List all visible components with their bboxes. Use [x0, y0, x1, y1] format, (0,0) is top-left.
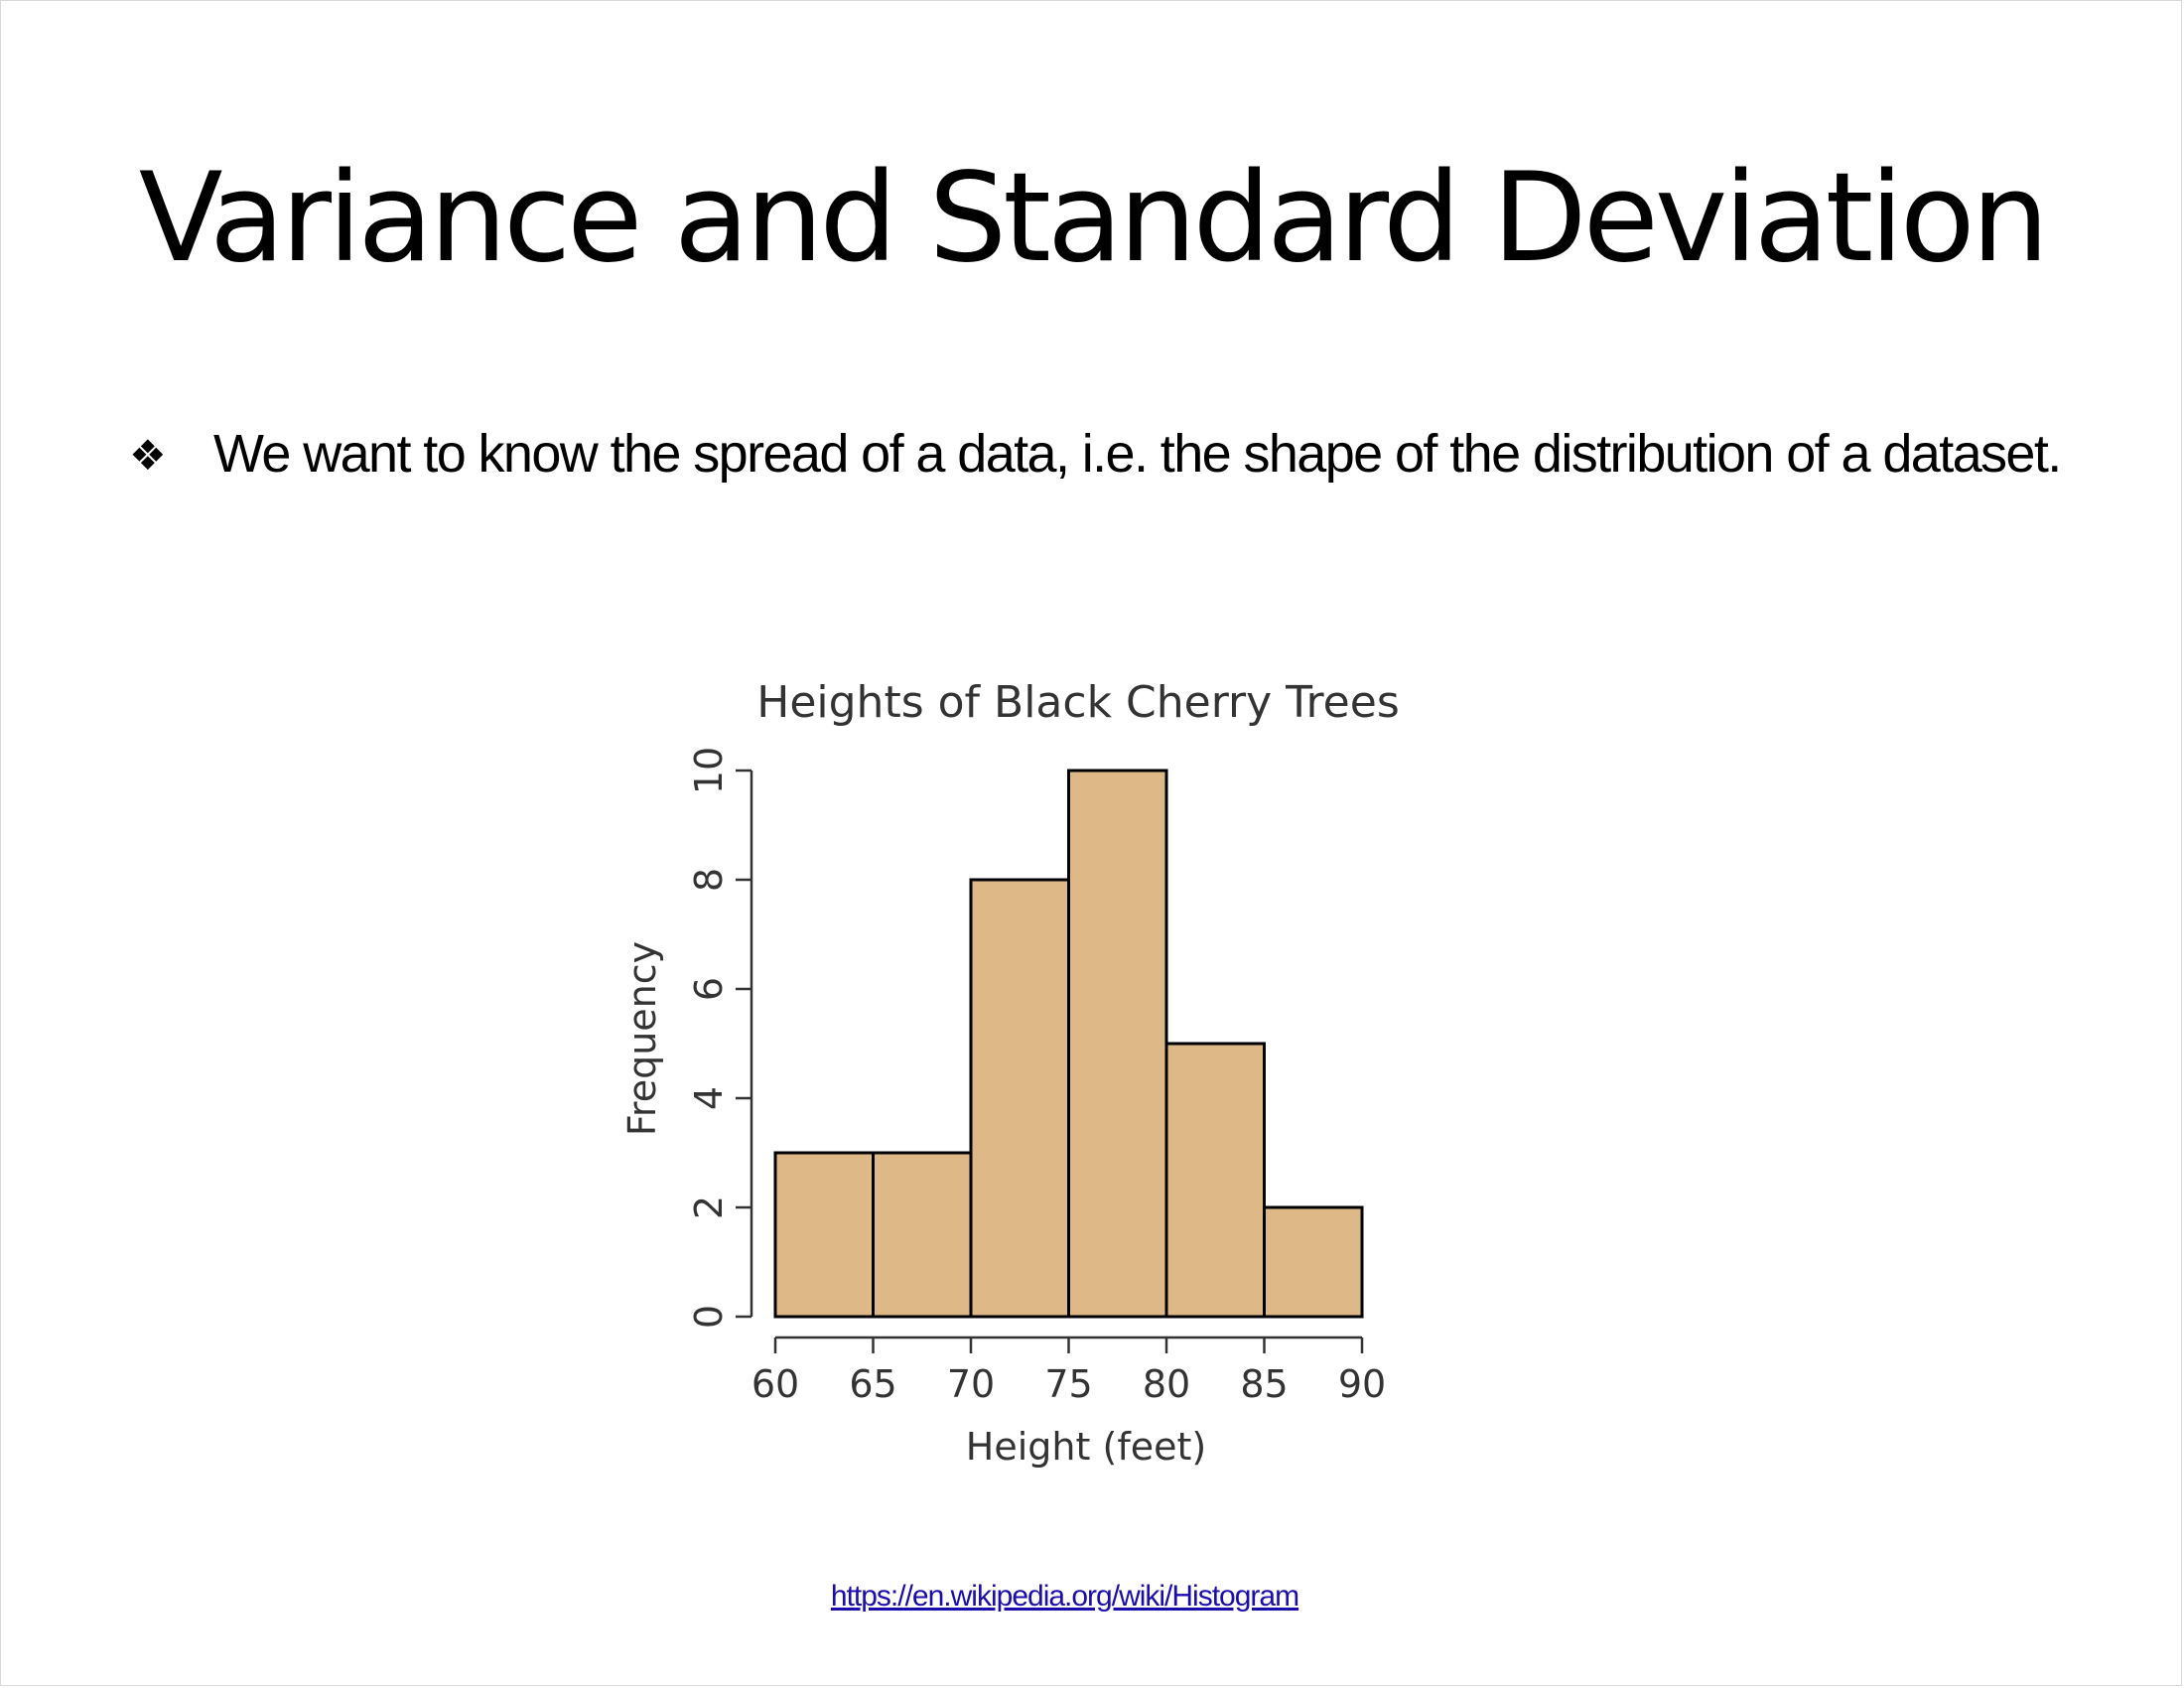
- histogram-bar-80-85: [1164, 1042, 1266, 1319]
- source-link[interactable]: https://en.wikipedia.org/wiki/Histogram: [830, 1580, 1299, 1613]
- y-tick-label-8: 8: [687, 868, 731, 892]
- histogram-bar-60-65: [773, 1151, 875, 1319]
- x-axis-label: Height (feet): [966, 1425, 1206, 1469]
- x-tick-label-85: 85: [1240, 1362, 1288, 1406]
- y-tick-label-6: 6: [687, 977, 731, 1001]
- y-tick-label-4: 4: [687, 1086, 731, 1110]
- x-tick-label-75: 75: [1044, 1362, 1092, 1406]
- y-axis-label: Frequency: [620, 941, 664, 1136]
- chart-title: Heights of Black Cherry Trees: [756, 677, 1400, 728]
- x-tick-label-65: 65: [849, 1362, 896, 1406]
- histogram-bar-65-70: [872, 1151, 973, 1319]
- x-tick-label-60: 60: [751, 1362, 799, 1406]
- x-tick-label-90: 90: [1338, 1362, 1386, 1406]
- x-tick-label-80: 80: [1143, 1362, 1190, 1406]
- y-tick-label-0: 0: [687, 1305, 731, 1329]
- histogram-bar-75-80: [1067, 769, 1168, 1319]
- x-tick-label-70: 70: [947, 1362, 995, 1406]
- diamond-bullet-icon: ❖: [129, 431, 167, 480]
- slide-title: Variance and Standard Deviation: [138, 147, 2049, 290]
- histogram-bar-70-75: [969, 878, 1070, 1319]
- y-tick-label-2: 2: [687, 1196, 731, 1219]
- y-tick-label-10: 10: [687, 747, 731, 794]
- histogram-bar-85-90: [1263, 1205, 1364, 1319]
- bullet-text: We want to know the spread of a data, i.…: [213, 424, 2062, 484]
